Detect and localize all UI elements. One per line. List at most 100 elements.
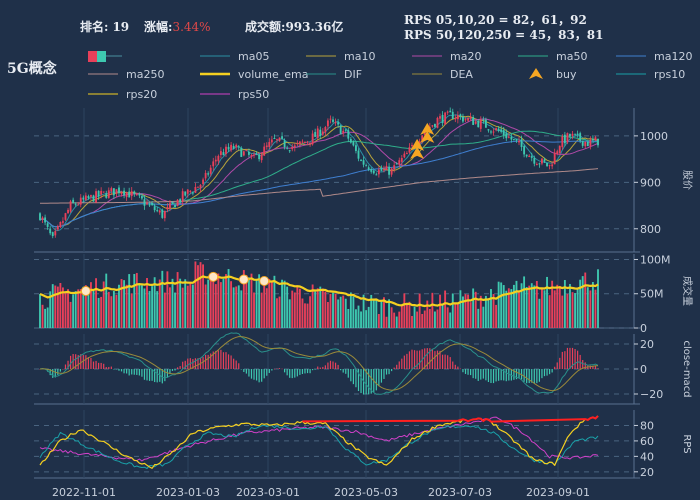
macd-histogram-bar [207, 354, 209, 369]
macd-histogram-bar [589, 365, 591, 369]
candle-body [433, 123, 436, 127]
macd-histogram-bar [143, 369, 146, 380]
volume-bar [242, 270, 245, 328]
candle-body [169, 203, 171, 209]
macd-histogram-bar [513, 369, 515, 380]
macd-histogram-bar [505, 369, 507, 382]
candle-body [332, 119, 334, 122]
macd-histogram-bar [227, 354, 230, 369]
volume-signal-dot [259, 276, 270, 287]
legend-item-DIF[interactable]: DIF [306, 68, 362, 81]
volume-bar [403, 293, 406, 328]
volume-bar [551, 280, 554, 328]
macd-histogram-bar [510, 369, 512, 381]
legend-item-buy[interactable]: buy [529, 68, 577, 81]
legend-item-ma10[interactable]: ma10 [306, 50, 375, 63]
volume-bar [97, 297, 100, 328]
volume-bar [416, 311, 419, 328]
volume-bar [319, 286, 322, 328]
legend-item-ma05[interactable]: ma05 [200, 50, 269, 63]
legend-candle-down-icon [97, 51, 106, 62]
macd-histogram-bar [449, 357, 451, 369]
volume-bar [497, 281, 500, 328]
legend-item-ma50[interactable]: ma50 [518, 50, 587, 63]
candle-body [370, 169, 373, 172]
macd-histogram-bar [291, 369, 293, 379]
macd-histogram-bar [59, 369, 61, 372]
candle-body [311, 133, 314, 145]
legend-item-DEA[interactable]: DEA [412, 68, 473, 81]
macd-histogram-bar [212, 351, 214, 369]
candle-body [436, 117, 439, 128]
volume-bar [533, 285, 536, 328]
macd-histogram-bar [103, 363, 105, 369]
candle-body [449, 110, 452, 113]
macd-histogram-bar [306, 369, 309, 374]
candle-body [77, 204, 80, 206]
candle-body [581, 140, 584, 146]
candle-body [240, 147, 243, 157]
vol-tick-label: 0 [640, 322, 647, 335]
legend-item-rps10[interactable]: rps10 [616, 68, 685, 81]
candle-body [286, 147, 289, 149]
legend-label-DIF: DIF [344, 68, 362, 81]
chart-legend[interactable]: ma05 ma10 ma20 ma50 ma120 ma250 volume_ema DIF D… [0, 0, 700, 110]
x-tick-label: 2022-11-01 [52, 486, 116, 499]
candle-body [533, 158, 536, 164]
volume-bar [207, 279, 210, 328]
legend-item-rps50[interactable]: rps50 [200, 88, 269, 101]
candle-body [441, 114, 444, 124]
candle-body [140, 196, 143, 199]
volume-bar [44, 308, 47, 328]
volume-bar [225, 274, 227, 328]
macd-histogram-bar [133, 369, 135, 375]
macd-histogram-bar [347, 369, 349, 378]
legend-item-candles[interactable] [88, 51, 122, 62]
macd-histogram-bar [253, 369, 255, 380]
volume-bar [39, 293, 41, 328]
candle-body [360, 159, 362, 161]
macd-histogram-bar [447, 355, 449, 369]
volume-bar [212, 273, 215, 328]
volume-bar [377, 314, 380, 328]
macd-histogram-bar [597, 368, 599, 369]
candle-body [541, 158, 543, 164]
candle-body [337, 122, 340, 125]
macd-histogram-bar [312, 369, 314, 371]
macd-histogram-bar [559, 357, 561, 369]
volume-bar [324, 291, 327, 328]
macd-histogram-bar [278, 368, 281, 369]
volume-bar [464, 294, 467, 328]
volume-bar [520, 283, 523, 328]
macd-histogram-bar [92, 361, 95, 369]
volume-bar [558, 285, 561, 328]
volume-bar [263, 285, 266, 328]
candle-body [352, 141, 355, 146]
legend-item-ma250[interactable]: ma250 [88, 68, 164, 81]
candle-body [253, 154, 255, 156]
macd-histogram-bar [286, 369, 288, 376]
macd-histogram-bar [248, 369, 250, 377]
buy-marker [420, 122, 435, 135]
x-tick-label: 2023-01-03 [156, 486, 220, 499]
candle-body [291, 146, 294, 150]
macd-histogram-bar [592, 366, 594, 369]
volume-bar [314, 291, 317, 328]
volume-bar [110, 296, 113, 328]
candle-body [329, 118, 332, 120]
macd-histogram-bar [332, 361, 334, 369]
macd-histogram-bar [296, 369, 298, 377]
legend-item-volume_ema[interactable]: volume_ema [200, 68, 308, 81]
candle-body [495, 128, 498, 131]
volume-bar [553, 290, 556, 328]
legend-item-ma20[interactable]: ma20 [412, 50, 481, 63]
macd-histogram-bar [319, 367, 321, 369]
legend-item-ma120[interactable]: ma120 [616, 50, 692, 63]
volume-bar [156, 291, 159, 328]
volume-bar [431, 292, 434, 328]
candle-body [324, 126, 327, 133]
volume-bar [451, 293, 454, 328]
macd-histogram-bar [276, 368, 278, 369]
legend-item-rps20[interactable]: rps20 [88, 88, 157, 101]
macd-histogram-bar [222, 352, 225, 369]
